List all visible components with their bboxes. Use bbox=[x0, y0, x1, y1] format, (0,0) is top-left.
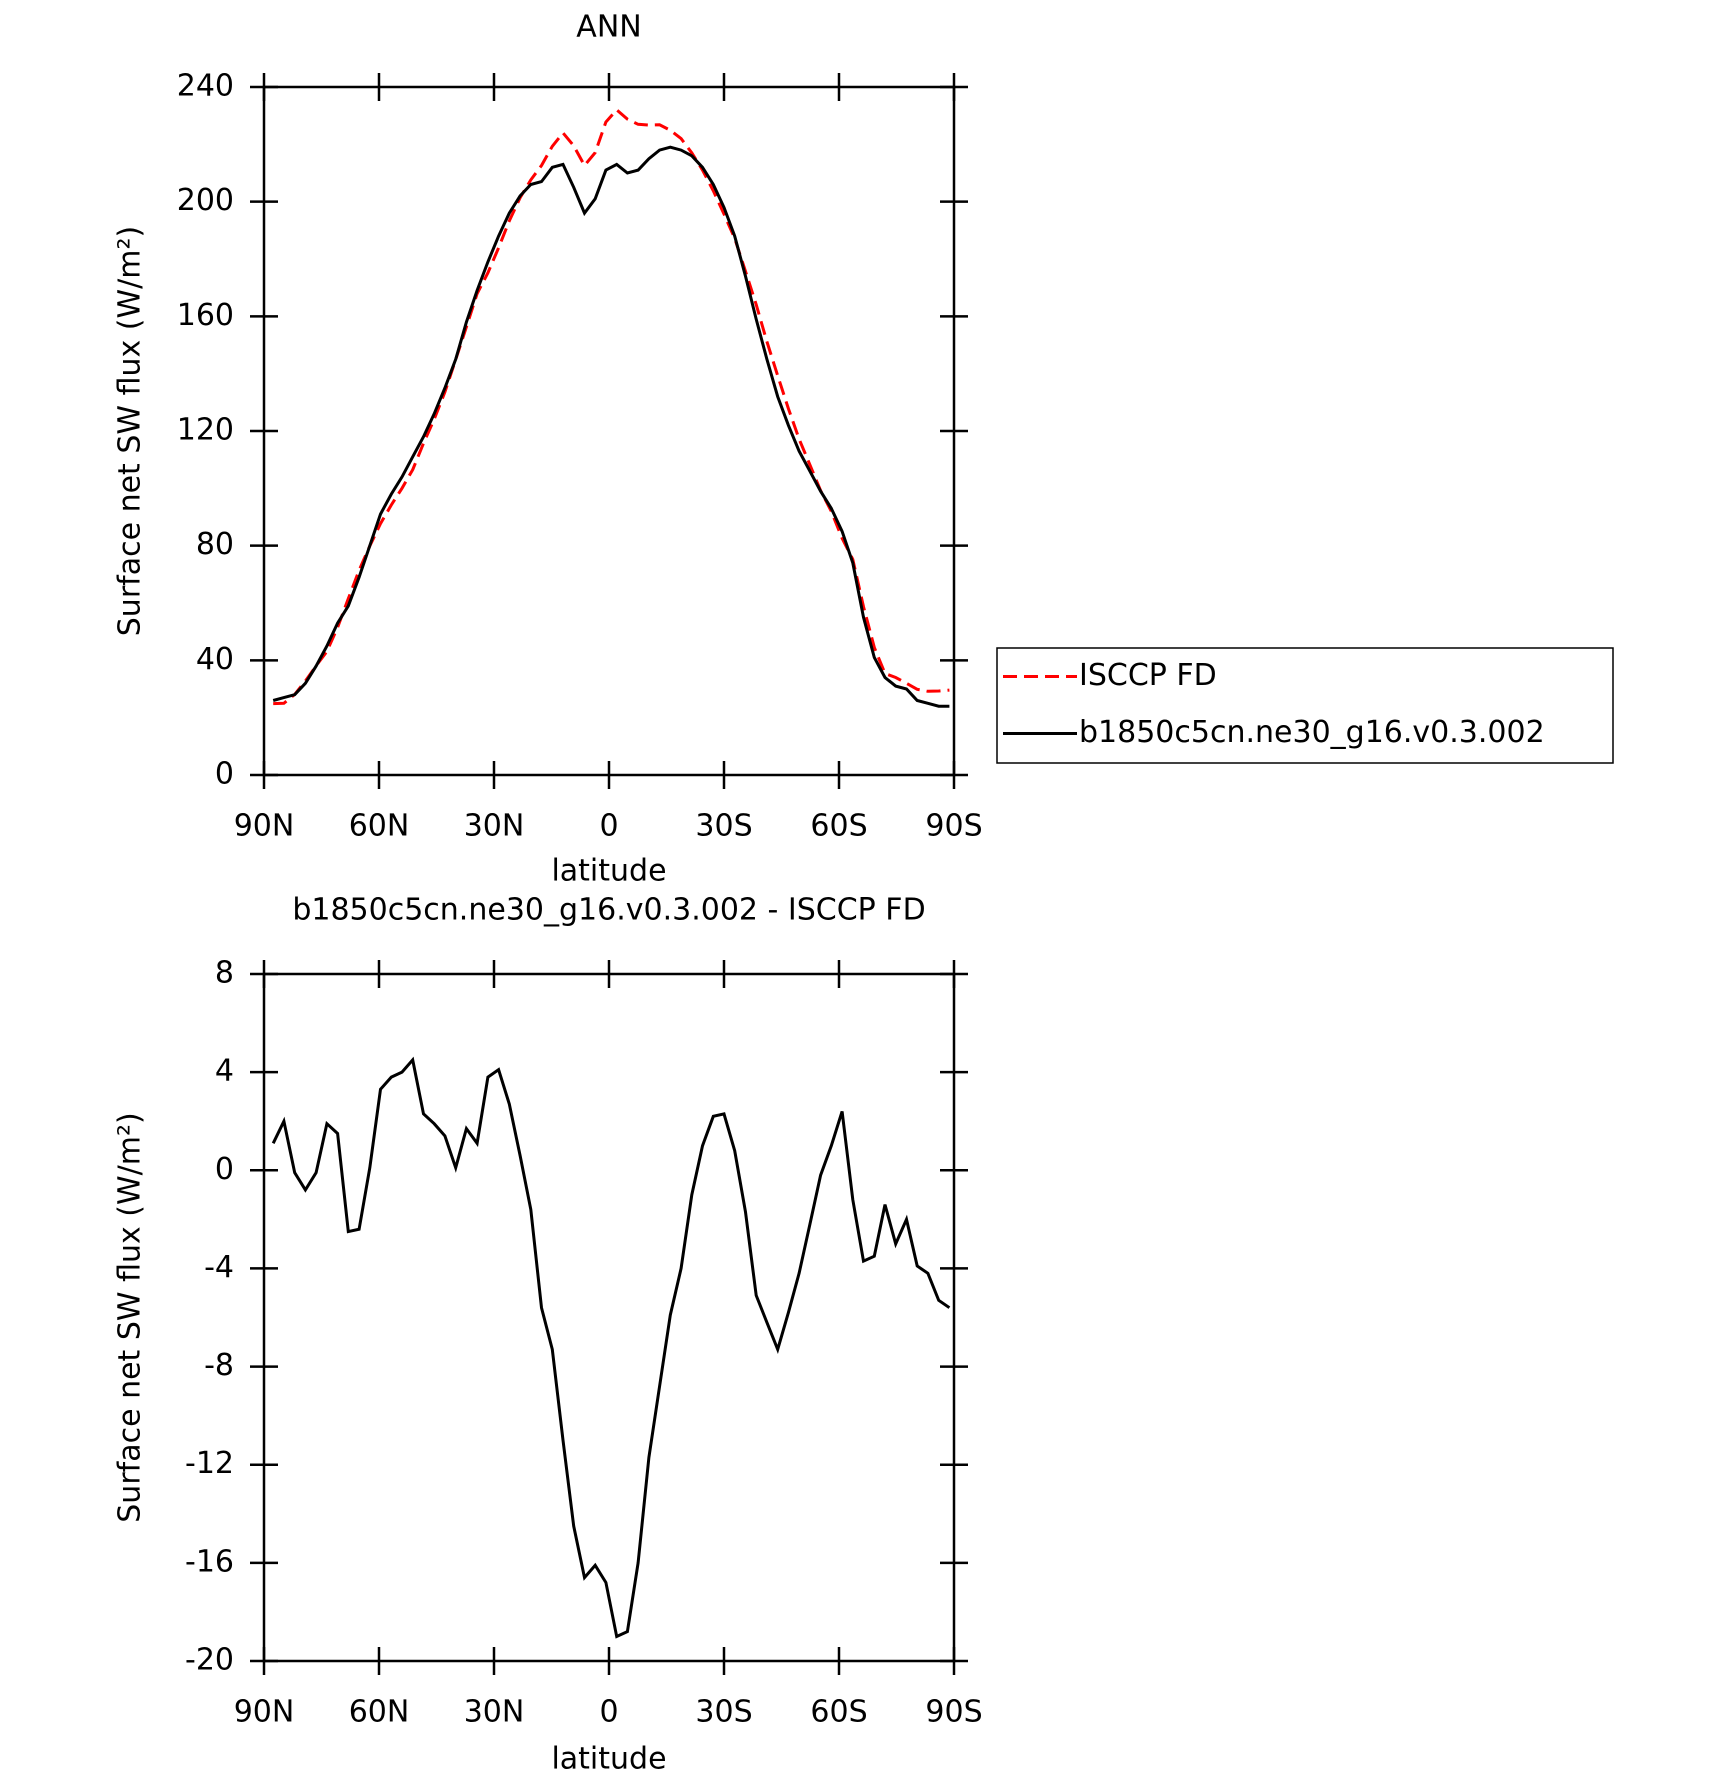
x-tick-label: 30S bbox=[695, 809, 752, 844]
x-tick-label: 60N bbox=[349, 809, 410, 844]
y-tick-label: -20 bbox=[185, 1643, 234, 1678]
plot-frame bbox=[262, 85, 956, 777]
y-tick-label: -4 bbox=[204, 1250, 234, 1285]
x-tick-label: 90S bbox=[925, 809, 982, 844]
x-tick-label: 0 bbox=[599, 1695, 618, 1730]
data-line bbox=[273, 107, 950, 706]
y-tick-label: 4 bbox=[215, 1054, 234, 1089]
x-axis-label: latitude bbox=[551, 854, 666, 889]
chart-title: b1850c5cn.ne30_g16.v0.3.002 - ISCCP FD bbox=[292, 893, 925, 928]
y-tick-label: 160 bbox=[177, 298, 234, 333]
y-tick-label: 40 bbox=[196, 642, 234, 677]
y-tick-label: 8 bbox=[215, 956, 234, 991]
x-tick-label: 60N bbox=[349, 1695, 410, 1730]
y-tick-label: 240 bbox=[177, 69, 234, 104]
plot-frame bbox=[262, 972, 956, 1663]
legend-box bbox=[996, 647, 1614, 764]
y-tick-label: 80 bbox=[196, 527, 234, 562]
y-tick-label: 0 bbox=[215, 1152, 234, 1187]
y-tick-label: -8 bbox=[204, 1348, 234, 1383]
y-tick-label: 200 bbox=[177, 183, 234, 218]
x-axis-label: latitude bbox=[551, 1742, 666, 1777]
x-tick-label: 90N bbox=[234, 1695, 295, 1730]
x-tick-label: 60S bbox=[810, 1695, 867, 1730]
y-axis-label: Surface net SW flux (W/m²) bbox=[113, 226, 148, 636]
x-tick-label: 30N bbox=[464, 1695, 525, 1730]
x-tick-label: 60S bbox=[810, 809, 867, 844]
y-tick-label: -16 bbox=[185, 1544, 234, 1579]
y-tick-label: -12 bbox=[185, 1446, 234, 1481]
y-tick-label: 0 bbox=[215, 757, 234, 792]
x-tick-label: 90N bbox=[234, 809, 295, 844]
legend-label: b1850c5cn.ne30_g16.v0.3.002 bbox=[1079, 715, 1545, 750]
x-tick-label: 90S bbox=[925, 1695, 982, 1730]
data-line bbox=[272, 145, 950, 708]
chart-title: ANN bbox=[576, 10, 641, 45]
x-tick-label: 30S bbox=[695, 1695, 752, 1730]
y-tick-label: 120 bbox=[177, 413, 234, 448]
y-axis-label: Surface net SW flux (W/m²) bbox=[113, 1112, 148, 1522]
legend-label: ISCCP FD bbox=[1079, 658, 1217, 693]
x-tick-label: 30N bbox=[464, 809, 525, 844]
data-line bbox=[271, 1056, 951, 1639]
x-tick-label: 0 bbox=[599, 809, 618, 844]
